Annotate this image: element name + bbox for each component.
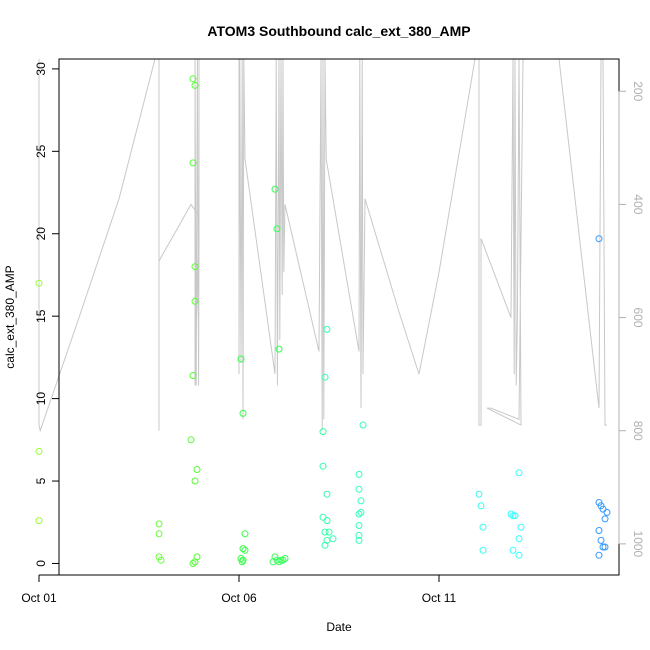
data-point bbox=[603, 508, 611, 516]
data-point bbox=[479, 523, 487, 531]
data-point bbox=[601, 543, 609, 551]
point-series bbox=[35, 75, 611, 567]
y-axis: 0 5 10 15 20 25 30 bbox=[34, 62, 60, 567]
data-point bbox=[189, 75, 197, 83]
data-point bbox=[191, 81, 199, 89]
data-point bbox=[355, 531, 363, 539]
data-point bbox=[239, 545, 247, 553]
y-tick-label: 10 bbox=[34, 392, 48, 406]
data-point bbox=[237, 355, 245, 363]
y2-axis: 200 400 600 800 1000 bbox=[618, 81, 645, 558]
x-axis-label: Date bbox=[326, 620, 352, 634]
data-point bbox=[509, 546, 517, 554]
data-point bbox=[273, 225, 281, 233]
data-point bbox=[321, 528, 329, 536]
data-point bbox=[325, 528, 333, 536]
y2-tick-label: 600 bbox=[631, 308, 645, 328]
data-point bbox=[515, 535, 523, 543]
data-point bbox=[191, 297, 199, 305]
data-point bbox=[479, 546, 487, 554]
y-tick-label: 30 bbox=[34, 62, 48, 76]
data-point bbox=[359, 421, 367, 429]
data-point bbox=[595, 235, 603, 243]
data-point bbox=[355, 536, 363, 544]
data-point bbox=[355, 522, 363, 529]
y-tick-label: 20 bbox=[34, 227, 48, 241]
data-point bbox=[357, 508, 365, 516]
x-tick-label: Oct 11 bbox=[422, 591, 457, 605]
data-point bbox=[319, 428, 327, 436]
data-point bbox=[238, 558, 246, 566]
data-point bbox=[599, 543, 607, 551]
data-point bbox=[355, 470, 363, 478]
y-axis-label: calc_ext_380_AMP bbox=[3, 265, 17, 368]
data-point bbox=[241, 546, 249, 554]
data-point bbox=[35, 447, 43, 455]
data-point bbox=[187, 436, 195, 444]
data-point bbox=[515, 469, 523, 477]
data-point bbox=[35, 517, 43, 525]
data-point bbox=[511, 512, 519, 520]
data-point bbox=[595, 527, 603, 534]
data-point bbox=[323, 490, 331, 498]
data-point bbox=[237, 555, 245, 562]
data-point bbox=[323, 325, 331, 333]
data-point bbox=[271, 185, 279, 193]
chart-title: ATOM3 Southbound calc_ext_380_AMP bbox=[207, 23, 470, 39]
y-tick-label: 0 bbox=[34, 560, 48, 567]
data-point bbox=[241, 530, 249, 538]
data-point bbox=[193, 466, 201, 473]
data-point bbox=[323, 517, 331, 525]
data-point bbox=[319, 513, 327, 521]
data-point bbox=[155, 520, 163, 528]
x-tick-label: Oct 01 bbox=[21, 591, 57, 605]
x-axis: Oct 01 Oct 06 Oct 11 bbox=[21, 574, 457, 605]
data-point bbox=[355, 510, 363, 518]
y-tick-label: 15 bbox=[34, 309, 48, 323]
data-point bbox=[155, 530, 163, 538]
data-point bbox=[157, 556, 165, 564]
x-tick-label: Oct 06 bbox=[221, 591, 257, 605]
data-point bbox=[191, 477, 199, 485]
data-point bbox=[509, 512, 517, 520]
data-point bbox=[597, 536, 605, 544]
data-point bbox=[279, 556, 287, 564]
data-point bbox=[595, 551, 603, 559]
data-point bbox=[189, 560, 197, 567]
data-point bbox=[355, 485, 363, 493]
data-point bbox=[189, 159, 197, 167]
data-point bbox=[329, 535, 337, 543]
data-point bbox=[517, 523, 525, 531]
data-point bbox=[191, 558, 199, 566]
data-point bbox=[477, 502, 485, 510]
data-point bbox=[601, 515, 609, 523]
y2-tick-label: 200 bbox=[631, 81, 645, 101]
data-point bbox=[275, 558, 283, 566]
data-point bbox=[321, 373, 329, 381]
y2-tick-label: 1000 bbox=[631, 531, 645, 558]
y-tick-label: 25 bbox=[34, 144, 48, 158]
data-point bbox=[321, 541, 329, 549]
data-point bbox=[475, 490, 483, 498]
data-point bbox=[319, 462, 327, 470]
y-tick-label: 5 bbox=[34, 477, 48, 484]
plot-frame bbox=[58, 58, 620, 576]
data-point bbox=[239, 409, 247, 417]
data-point bbox=[357, 497, 365, 505]
data-point bbox=[189, 372, 197, 379]
data-point bbox=[281, 555, 289, 562]
y2-tick-label: 800 bbox=[631, 421, 645, 441]
data-point bbox=[191, 263, 199, 271]
data-point bbox=[507, 510, 515, 518]
data-point bbox=[35, 279, 43, 287]
data-point bbox=[277, 556, 285, 564]
data-point bbox=[275, 345, 283, 353]
data-point bbox=[515, 551, 523, 559]
y2-tick-label: 400 bbox=[631, 194, 645, 214]
